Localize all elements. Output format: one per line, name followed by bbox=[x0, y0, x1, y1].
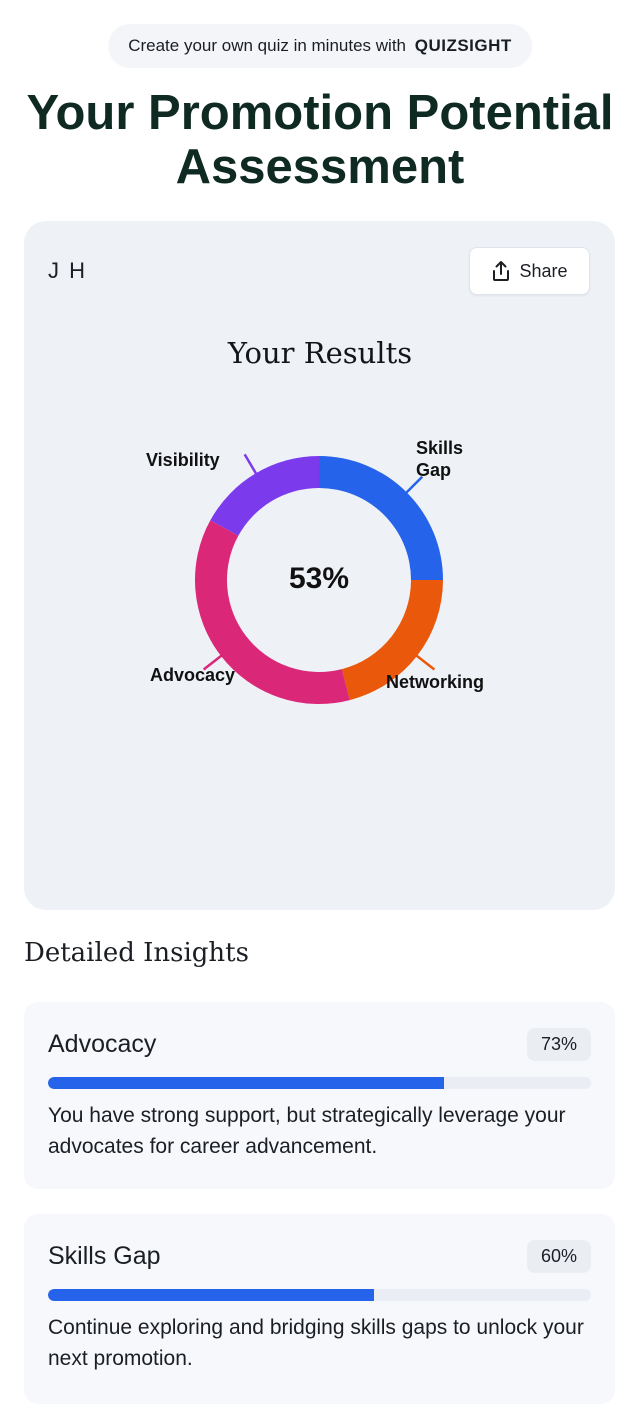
insight-description: You have strong support, but strategical… bbox=[48, 1104, 566, 1158]
insight-score-badge: 60% bbox=[526, 1240, 591, 1273]
results-card bbox=[24, 221, 615, 910]
insight-progress-track bbox=[48, 1077, 591, 1089]
results-donut-chart: Skills Gap Networking Advocacy Visibility 53… bbox=[146, 438, 484, 704]
donut-label: Networking bbox=[386, 672, 484, 692]
donut-center-label: 53% bbox=[289, 562, 349, 595]
donut-leader-line bbox=[243, 453, 259, 478]
page-title: Your Promotion Potential Assessment bbox=[26, 86, 614, 194]
donut-segment-advocacy bbox=[194, 520, 350, 704]
donut-label: Visibility bbox=[146, 450, 220, 470]
donut-segment-visibility bbox=[210, 456, 319, 536]
share-icon bbox=[493, 261, 510, 281]
promo-text: Create your own quiz in minutes with bbox=[128, 36, 406, 55]
share-button[interactable]: Share bbox=[469, 247, 590, 295]
donut-segment-skills-gap bbox=[319, 456, 443, 580]
insight-name: Advocacy bbox=[48, 1030, 157, 1058]
donut-segment-networking bbox=[341, 580, 443, 701]
donut-leader-line bbox=[413, 652, 436, 671]
insight-progress-fill bbox=[48, 1077, 445, 1089]
insight-card-skills-gap: Skills Gap 60% Continue exploring and br… bbox=[24, 1214, 615, 1404]
donut-label: Advocacy bbox=[150, 665, 235, 685]
insight-score-badge: 73% bbox=[526, 1028, 591, 1061]
insights-heading: Detailed Insights bbox=[24, 938, 249, 968]
donut-label: Skills Gap bbox=[416, 438, 463, 480]
insight-progress-fill bbox=[48, 1289, 374, 1301]
insight-card-advocacy: Advocacy 73% You have strong support, bu… bbox=[24, 1002, 615, 1189]
promo-banner[interactable]: Create your own quiz in minutes with QUI… bbox=[108, 24, 532, 68]
share-label: Share bbox=[519, 260, 568, 281]
brand-name[interactable]: QUIZSIGHT bbox=[414, 36, 512, 55]
insight-name: Skills Gap bbox=[48, 1242, 161, 1270]
donut-leader-line bbox=[402, 475, 424, 497]
insight-progress-track bbox=[48, 1289, 591, 1301]
user-initials: J H bbox=[48, 258, 87, 283]
insight-description: Continue exploring and bridging skills g… bbox=[48, 1316, 584, 1370]
donut-leader-line bbox=[202, 652, 225, 671]
results-title: Your Results bbox=[227, 336, 413, 370]
